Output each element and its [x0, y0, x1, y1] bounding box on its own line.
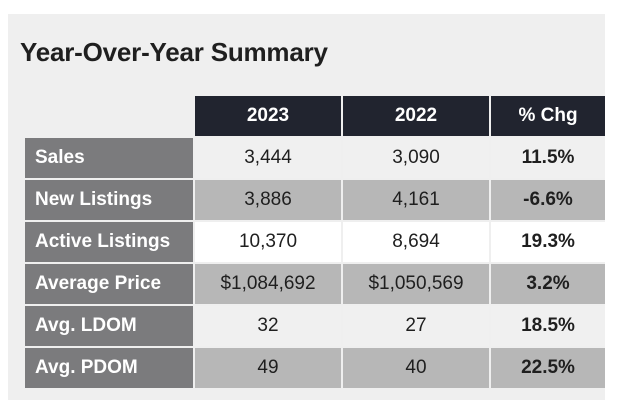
column-header-pct-change: % Chg [491, 96, 605, 136]
table-row-new-listings: New Listings 3,886 4,161 -6.6% [25, 180, 605, 220]
cell-pct-change: 19.3% [491, 222, 605, 262]
cell-2022: 8,694 [343, 222, 489, 262]
row-label: New Listings [25, 180, 193, 220]
header-row: 2023 2022 % Chg [25, 96, 605, 136]
table-row-avg-pdom: Avg. PDOM 49 40 22.5% [25, 348, 605, 388]
summary-table: 2023 2022 % Chg Sales 3,444 3,090 11.5% … [23, 94, 607, 390]
cell-2022: $1,050,569 [343, 264, 489, 304]
cell-2022: 40 [343, 348, 489, 388]
cell-pct-change: 3.2% [491, 264, 605, 304]
cell-2023: 3,444 [195, 138, 341, 178]
cell-pct-change: 22.5% [491, 348, 605, 388]
row-label: Active Listings [25, 222, 193, 262]
cell-2022: 3,090 [343, 138, 489, 178]
row-label: Sales [25, 138, 193, 178]
cell-pct-change: -6.6% [491, 180, 605, 220]
page-title: Year-Over-Year Summary [20, 37, 328, 67]
table-row-sales: Sales 3,444 3,090 11.5% [25, 138, 605, 178]
column-header-2023: 2023 [195, 96, 341, 136]
cell-2022: 4,161 [343, 180, 489, 220]
table-row-active-listings: Active Listings 10,370 8,694 19.3% [25, 222, 605, 262]
cell-2023: $1,084,692 [195, 264, 341, 304]
cell-pct-change: 11.5% [491, 138, 605, 178]
row-label: Avg. PDOM [25, 348, 193, 388]
table-row-average-price: Average Price $1,084,692 $1,050,569 3.2% [25, 264, 605, 304]
cell-2023: 3,886 [195, 180, 341, 220]
column-header-2022: 2022 [343, 96, 489, 136]
cell-pct-change: 18.5% [491, 306, 605, 346]
row-label: Avg. LDOM [25, 306, 193, 346]
corner-cell [25, 96, 193, 136]
row-label: Average Price [25, 264, 193, 304]
cell-2023: 10,370 [195, 222, 341, 262]
cell-2023: 32 [195, 306, 341, 346]
table-row-avg-ldom: Avg. LDOM 32 27 18.5% [25, 306, 605, 346]
cell-2023: 49 [195, 348, 341, 388]
cell-2022: 27 [343, 306, 489, 346]
